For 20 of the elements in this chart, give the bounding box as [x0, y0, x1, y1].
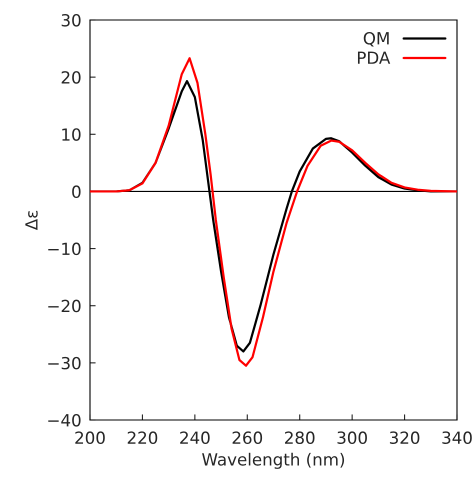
y-tick-label: 20 — [62, 71, 81, 84]
legend-label: QM — [364, 32, 389, 46]
x-tick-label: 220 — [128, 431, 158, 444]
x-tick-label: 340 — [442, 431, 472, 444]
x-tick-label: 260 — [232, 431, 262, 444]
y-tick-label: −40 — [48, 414, 81, 427]
x-tick-label: 240 — [180, 431, 210, 444]
y-tick-label: −30 — [48, 356, 81, 370]
x-tick-label: 300 — [338, 431, 367, 444]
y-tick-label: 10 — [62, 128, 81, 141]
legend-label: PDA — [358, 52, 390, 64]
x-tick-label: 320 — [390, 431, 420, 444]
x-axis-title: Wavelength (nm) — [202, 452, 344, 469]
y-axis-title: Δε — [25, 210, 38, 230]
y-tick-label: −20 — [48, 300, 81, 312]
x-tick-label: 200 — [75, 431, 105, 444]
y-tick-label: −10 — [48, 242, 81, 256]
y-tick-label: 30 — [62, 14, 81, 27]
y-tick-label: 0 — [72, 185, 81, 198]
x-tick-label: 280 — [285, 431, 315, 444]
